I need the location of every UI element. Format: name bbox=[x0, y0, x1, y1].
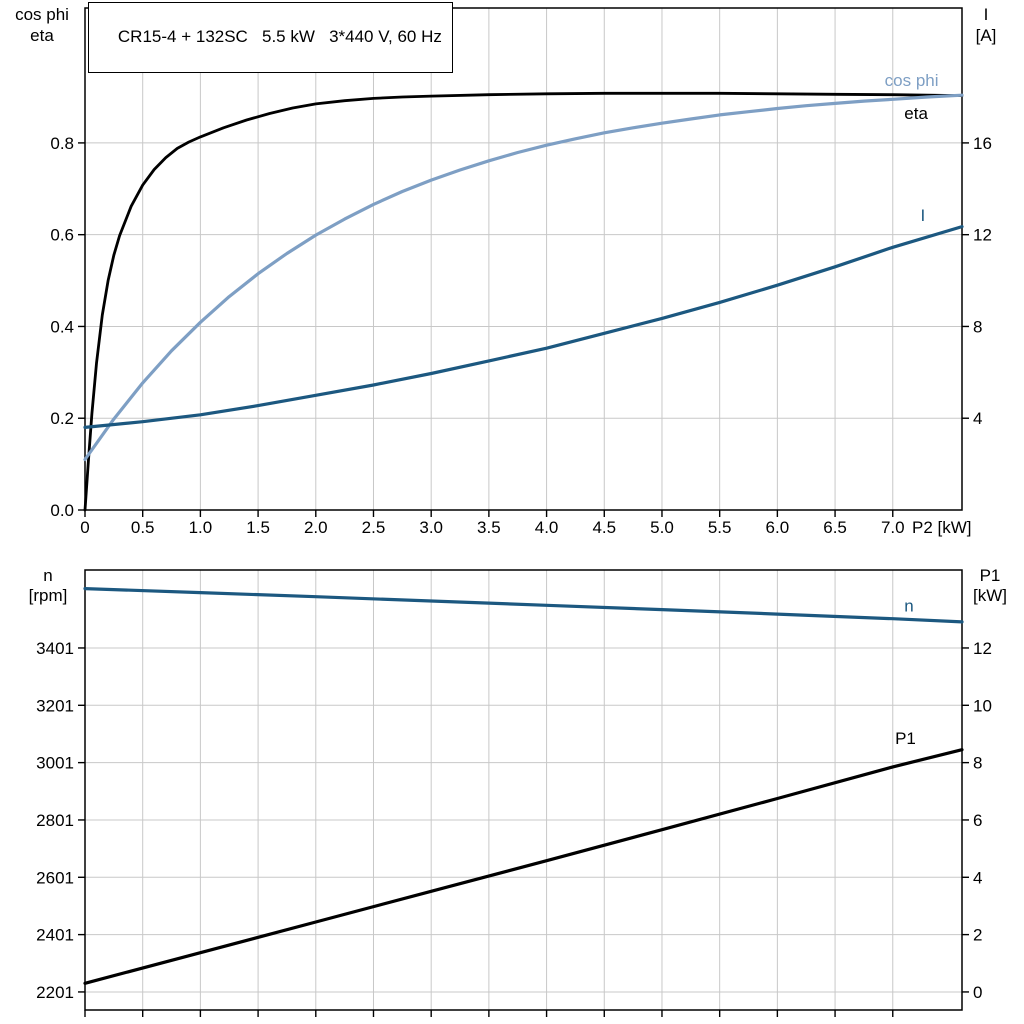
y-right-tick-label: 4 bbox=[973, 409, 982, 428]
curve-I bbox=[83, 225, 964, 429]
y-right-axis-label: I bbox=[984, 5, 989, 24]
y-right-tick-label: 0 bbox=[973, 983, 982, 1002]
grid bbox=[85, 570, 962, 1010]
curve-P1 bbox=[83, 748, 964, 985]
y-right-axis-label: [kW] bbox=[973, 586, 1007, 605]
y-right-tick-label: 16 bbox=[973, 134, 992, 153]
axis-labels: 0 0.5 1.0 1.5 2.0 2.5 3.0 3.5 4.0 4.5 5.0 5.5 6.0 6.5… bbox=[15, 5, 996, 537]
chart-title: CR15-4 + 132SC 5.5 kW 3*440 V, 60 Hz bbox=[117, 27, 442, 46]
y-left-tick-label: 2401 bbox=[36, 926, 74, 945]
x-axis-unit-label: P2 [kW] bbox=[912, 518, 972, 537]
y-right-axis-label: [A] bbox=[976, 26, 997, 45]
x-tick-label: 2.0 bbox=[304, 518, 328, 537]
y-left-tick-label: 2601 bbox=[36, 868, 74, 887]
y-left-axis-label: cos phi bbox=[15, 5, 69, 24]
y-left-tick-label: 0.4 bbox=[50, 317, 74, 336]
y-right-tick-label: 4 bbox=[973, 868, 982, 887]
plot-frame bbox=[84, 7, 963, 511]
x-tick-label: 0 bbox=[80, 518, 89, 537]
x-tick-label: 3.0 bbox=[419, 518, 443, 537]
y-right-tick-label: 12 bbox=[973, 639, 992, 658]
y-right-tick-label: 2 bbox=[973, 926, 982, 945]
x-tick-label: 6.5 bbox=[823, 518, 847, 537]
y-left-tick-label: 3201 bbox=[36, 696, 74, 715]
curve-eta bbox=[83, 91, 964, 512]
motor-performance-bottom-panel: 2201240126012801300132013401024681012n[r… bbox=[29, 566, 1007, 1017]
curve-label-eta: eta bbox=[904, 104, 928, 123]
y-right-tick-label: 10 bbox=[973, 696, 992, 715]
chart-title-box: CR15-4 + 132SC 5.5 kW 3*440 V, 60 Hz bbox=[88, 2, 453, 73]
y-left-axis-label: n bbox=[43, 566, 52, 585]
x-tick-label: 3.5 bbox=[477, 518, 501, 537]
y-right-axis-label: P1 bbox=[980, 566, 1001, 585]
y-left-tick-label: 2801 bbox=[36, 811, 74, 830]
curve-n bbox=[83, 587, 964, 624]
y-left-tick-label: 2201 bbox=[36, 983, 74, 1002]
curve-label-I: I bbox=[920, 206, 925, 225]
x-tick-label: 1.0 bbox=[189, 518, 213, 537]
y-left-axis-label: [rpm] bbox=[29, 586, 68, 605]
y-right-tick-label: 12 bbox=[973, 226, 992, 245]
grid bbox=[85, 8, 962, 510]
x-tick-label: 5.5 bbox=[708, 518, 732, 537]
y-left-tick-label: 3401 bbox=[36, 639, 74, 658]
x-tick-label: 4.5 bbox=[592, 518, 616, 537]
y-left-tick-label: 0.8 bbox=[50, 134, 74, 153]
x-tick-label: 1.5 bbox=[246, 518, 270, 537]
motor-performance-top-panel: 0 0.5 1.0 1.5 2.0 2.5 3.0 3.5 4.0 4.5 5.0 5.5 6.0 6.5… bbox=[15, 5, 996, 537]
curve-label-cos-phi: cos phi bbox=[885, 71, 939, 90]
y-left-tick-label: 0.6 bbox=[50, 226, 74, 245]
x-tick-label: 2.5 bbox=[362, 518, 386, 537]
y-left-tick-label: 0.0 bbox=[50, 501, 74, 520]
y-left-tick-label: 0.2 bbox=[50, 409, 74, 428]
y-right-tick-label: 8 bbox=[973, 754, 982, 773]
x-tick-label: 5.0 bbox=[650, 518, 674, 537]
plot-frame bbox=[84, 569, 963, 1011]
axis-labels: 2201240126012801300132013401024681012n[r… bbox=[29, 566, 1007, 1002]
x-tick-label: 6.0 bbox=[766, 518, 790, 537]
curve-label-n: n bbox=[904, 597, 913, 616]
y-right-tick-label: 6 bbox=[973, 811, 982, 830]
tick-marks bbox=[78, 142, 969, 517]
y-right-tick-label: 8 bbox=[973, 317, 982, 336]
y-left-tick-label: 3001 bbox=[36, 754, 74, 773]
curve-cos-phi bbox=[83, 93, 964, 462]
y-left-axis-label: eta bbox=[30, 26, 54, 45]
x-tick-label: 0.5 bbox=[131, 518, 155, 537]
x-tick-label: 7.0 bbox=[881, 518, 905, 537]
tick-marks bbox=[78, 647, 969, 1017]
curve-label-P1: P1 bbox=[895, 729, 916, 748]
x-tick-label: 4.0 bbox=[535, 518, 559, 537]
